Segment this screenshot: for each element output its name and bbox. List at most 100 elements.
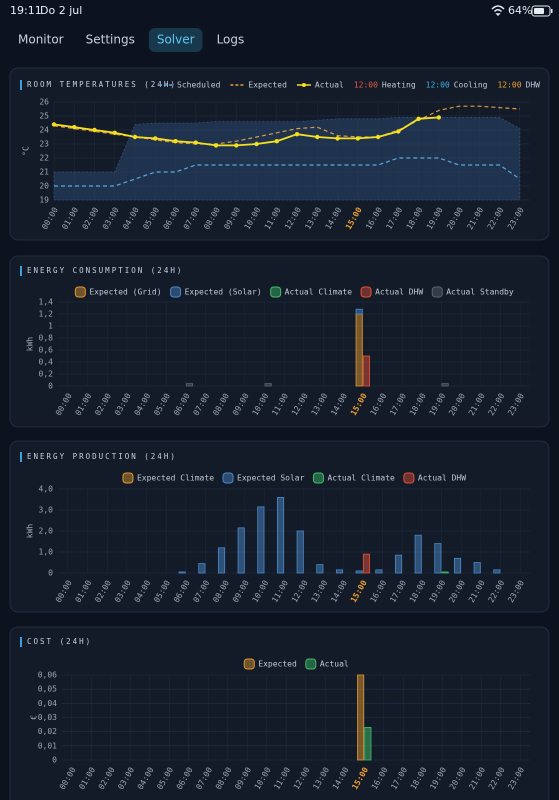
- legend-swatch: [243, 658, 255, 670]
- tab[interactable]: Solver: [157, 33, 195, 47]
- y-axis-label: kWh: [26, 337, 35, 352]
- y-tick-label: 0,8: [39, 334, 54, 343]
- title-accent: [20, 637, 22, 647]
- y-tick-label: 24: [39, 126, 49, 135]
- panel: [9, 626, 550, 800]
- y-tick-label: 1,0: [39, 548, 54, 557]
- bar: [473, 562, 481, 574]
- legend-swatch: [74, 286, 86, 298]
- series-line: [53, 116, 439, 147]
- legend-label[interactable]: Actual: [315, 81, 344, 90]
- bar: [414, 534, 422, 574]
- bar: [355, 313, 363, 387]
- title-accent: [20, 80, 22, 90]
- y-tick-label: 0,6: [39, 346, 54, 355]
- legend-label[interactable]: Actual DHW: [375, 288, 423, 297]
- point: [375, 134, 381, 140]
- battery-tip: [551, 9, 553, 13]
- legend-swatch: [360, 286, 372, 298]
- legend-label[interactable]: Expected (Grid): [89, 288, 161, 297]
- bar: [434, 543, 442, 574]
- point: [72, 125, 77, 130]
- legend-swatch: [312, 472, 324, 484]
- chart-title: ENERGY CONSUMPTION (24H): [27, 266, 183, 275]
- legend-swatch: [305, 658, 317, 670]
- legend-label[interactable]: Expected (Solar): [185, 288, 262, 297]
- legend-label[interactable]: Actual Climate: [285, 288, 353, 297]
- bar: [362, 553, 371, 574]
- bar: [217, 547, 226, 574]
- bar: [493, 569, 501, 574]
- point: [173, 139, 178, 144]
- bar: [453, 557, 462, 574]
- legend-label[interactable]: Expected Climate: [137, 474, 214, 483]
- tab[interactable]: Monitor: [18, 33, 64, 47]
- y-axis-label: kWh: [26, 524, 35, 539]
- y-tick-label: 0,03: [38, 713, 57, 722]
- tab[interactable]: Logs: [217, 33, 245, 47]
- point: [355, 136, 361, 141]
- bar: [335, 569, 344, 574]
- bar: [362, 355, 371, 387]
- chart-title: ROOM TEMPERATURES (24H): [27, 80, 177, 89]
- bar: [357, 674, 365, 761]
- bar: [364, 727, 372, 761]
- bar: [257, 506, 265, 574]
- y-tick-label: 0: [48, 382, 53, 391]
- legend-dot: [301, 83, 306, 87]
- y-tick-label: 3,0: [39, 506, 54, 515]
- legend-label[interactable]: Actual: [320, 660, 349, 669]
- battery-icon: [531, 5, 551, 17]
- legend-label: DHW: [526, 81, 541, 90]
- bar: [198, 563, 206, 574]
- y-tick-label: 25: [39, 112, 49, 121]
- comfort-band: [53, 117, 521, 201]
- legend-label[interactable]: Scheduled: [177, 81, 221, 90]
- legend-swatch: [403, 472, 415, 484]
- point: [51, 122, 57, 127]
- status-battery: 64%: [508, 4, 532, 17]
- point: [294, 132, 300, 137]
- y-tick-label: 20: [39, 182, 49, 191]
- point: [213, 143, 219, 148]
- point: [153, 136, 158, 141]
- legend-label: Heating: [382, 81, 416, 90]
- legend-swatch: [122, 472, 134, 484]
- legend-label[interactable]: Expected: [248, 81, 287, 90]
- legend-label[interactable]: Expected Solar: [237, 474, 305, 483]
- point: [193, 140, 198, 145]
- tab-bar: Monitor Settings Solver Logs: [18, 28, 244, 52]
- legend-label[interactable]: Actual DHW: [418, 474, 466, 483]
- title-accent: [20, 266, 22, 276]
- y-tick-label: 1: [48, 322, 53, 331]
- bar: [355, 308, 363, 315]
- y-tick-label: 26: [39, 98, 49, 107]
- point: [112, 130, 117, 135]
- wifi-icon: [491, 5, 505, 16]
- point: [436, 115, 442, 120]
- legend-label[interactable]: Actual Standby: [446, 288, 514, 297]
- point: [315, 134, 320, 140]
- point: [234, 143, 239, 148]
- y-axis-label: €: [30, 715, 39, 720]
- y-tick-label: 0,05: [38, 685, 57, 694]
- legend-label[interactable]: Expected: [258, 660, 297, 669]
- y-tick-label: 2,0: [39, 527, 54, 536]
- chart-title: ENERGY PRODUCTION (24H): [27, 452, 177, 461]
- legend-swatch: [170, 286, 182, 298]
- title-accent: [20, 452, 22, 462]
- bar: [316, 564, 324, 574]
- y-tick-label: 1,4: [39, 298, 54, 307]
- status-date: Do 2 jul: [40, 4, 82, 17]
- y-tick-label: 0,02: [38, 727, 57, 736]
- y-tick-label: 19: [39, 196, 49, 205]
- y-axis-label: °C: [22, 146, 31, 156]
- bar: [276, 496, 285, 574]
- bar: [394, 554, 403, 574]
- legend-label[interactable]: Actual Climate: [327, 474, 395, 483]
- legend: Expected (Grid) Expected (Solar) Actual Cl…: [74, 286, 514, 298]
- point: [396, 129, 401, 134]
- tab[interactable]: Settings: [86, 33, 135, 47]
- bar: [441, 571, 449, 574]
